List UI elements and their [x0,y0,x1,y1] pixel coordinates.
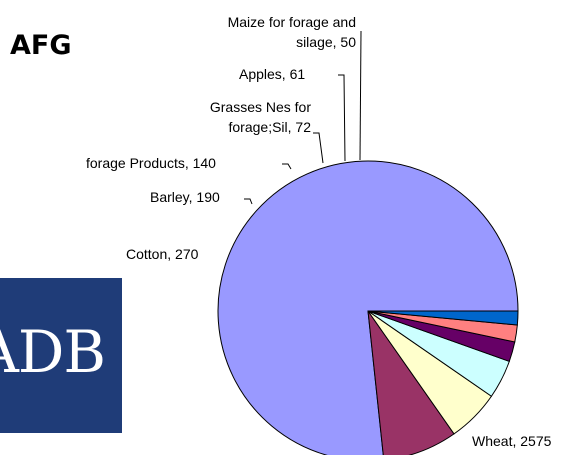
data-label-2: Cotton, 270 [126,246,199,262]
adb-logo: ADB [0,278,122,433]
pie-slice-maize-for-forage-and-silage [367,310,519,326]
data-label-5: Grasses Nes for forage;Sil, 72 [210,99,311,135]
data-label-3: Barley, 190 [150,189,220,205]
data-label-7: Maize for forage and silage, 50 [228,14,357,50]
leader-line-7 [359,30,362,161]
leader-line-4 [282,163,292,170]
leader-line-3 [244,198,253,205]
slice-labels: Wheat, 2575 Cotton, 270 Barley, 190 forage … [86,14,552,449]
data-label-6: Apples, 61 [239,66,305,82]
data-label-1: Wheat, 2575 [472,433,552,449]
data-label-4: forage Products, 140 [86,155,216,171]
pie-slices [217,160,519,455]
country-code-title: AFG [10,30,72,61]
leader-line-5 [313,132,324,164]
leader-line-6 [338,74,346,162]
leader-lines [244,30,362,205]
logo-text: ADB [0,318,106,386]
pie-slice-wheat [217,160,519,455]
